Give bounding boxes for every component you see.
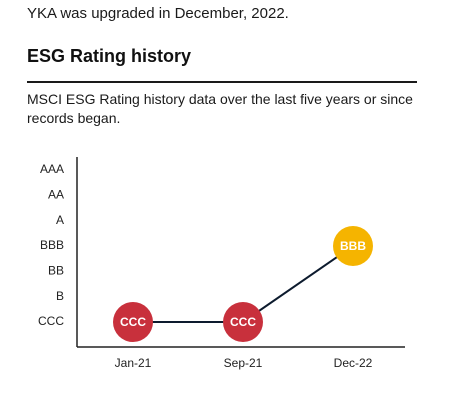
x-tick-label: Dec-22 <box>334 356 373 370</box>
y-tick-label: BB <box>48 264 64 278</box>
y-tick-label: CCC <box>38 314 64 328</box>
divider <box>27 81 417 83</box>
point-label: CCC <box>120 315 146 329</box>
y-tick-label: AA <box>48 188 64 202</box>
y-tick-label: BBB <box>40 238 64 252</box>
point-label: BBB <box>340 239 366 253</box>
y-tick-label: AAA <box>40 162 64 176</box>
y-tick-label: A <box>56 213 64 227</box>
chart-title: ESG Rating history <box>27 46 192 66</box>
y-tick-label: B <box>56 289 64 303</box>
rating-point <box>223 302 263 342</box>
x-tick-label: Sep-21 <box>224 356 263 370</box>
x-tick-label: Jan-21 <box>115 356 152 370</box>
intro-text: YKA was upgraded in December, 2022. <box>27 5 289 22</box>
rating-point <box>333 226 373 266</box>
point-label: CCC <box>230 315 256 329</box>
chart-subtitle: MSCI ESG Rating history data over the la… <box>27 91 413 126</box>
rating-point <box>113 302 153 342</box>
